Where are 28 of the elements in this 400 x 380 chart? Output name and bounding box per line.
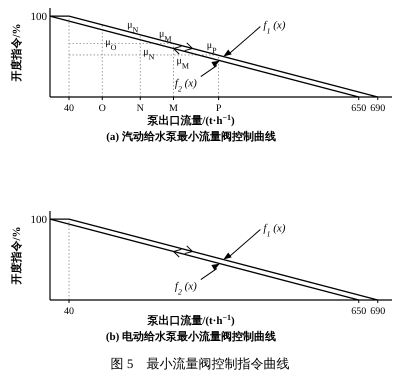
x-tick-label: M xyxy=(169,103,178,114)
x-tick-label: O xyxy=(98,103,106,114)
x-tick-label: P xyxy=(216,103,222,114)
text: f$_{2}$ (x) xyxy=(174,78,198,94)
annotation: μ$_{P}$ xyxy=(206,40,218,54)
x-tick-label: 650 xyxy=(351,103,366,114)
x-axis-title: 泵出口流量/(t·h$^{−1}$) xyxy=(146,312,236,327)
x-tick-label: 690 xyxy=(370,306,386,317)
annotation: μ$_{O}$ xyxy=(105,36,117,52)
annotation: 100 xyxy=(30,214,48,226)
text: (a) 汽动给水泵最小流量阀控制曲线 xyxy=(106,130,276,143)
annotation: μ$_{N}$ xyxy=(143,46,155,62)
annotation: μ$_{M}$ xyxy=(176,55,189,70)
x-tick-label: 40 xyxy=(64,306,74,317)
x-tick-label: 40 xyxy=(64,103,74,114)
annotation: 100 xyxy=(30,11,48,24)
x-tick-label: 650 xyxy=(351,306,366,317)
text: f$_{1}$ (x) xyxy=(263,20,286,36)
text: f$_{2}$ (x) xyxy=(174,280,198,296)
text: f$_{1}$ (x) xyxy=(263,222,286,238)
x-tick-label: 690 xyxy=(370,103,386,114)
x-axis-title: 泵出口流量/(t·h$^{−1}$) xyxy=(146,112,236,127)
x-tick-label: N xyxy=(136,103,144,114)
text: (b) 电动给水泵最小流量阀控制曲线 xyxy=(106,330,276,343)
annotation: μ$_{N}$ xyxy=(127,20,138,34)
caption: 图 5 最小流量阀控制指令曲线 xyxy=(110,356,290,371)
y-axis-title: 开度指令/% xyxy=(10,226,23,286)
y-axis-title: 开度指令/% xyxy=(10,23,23,83)
